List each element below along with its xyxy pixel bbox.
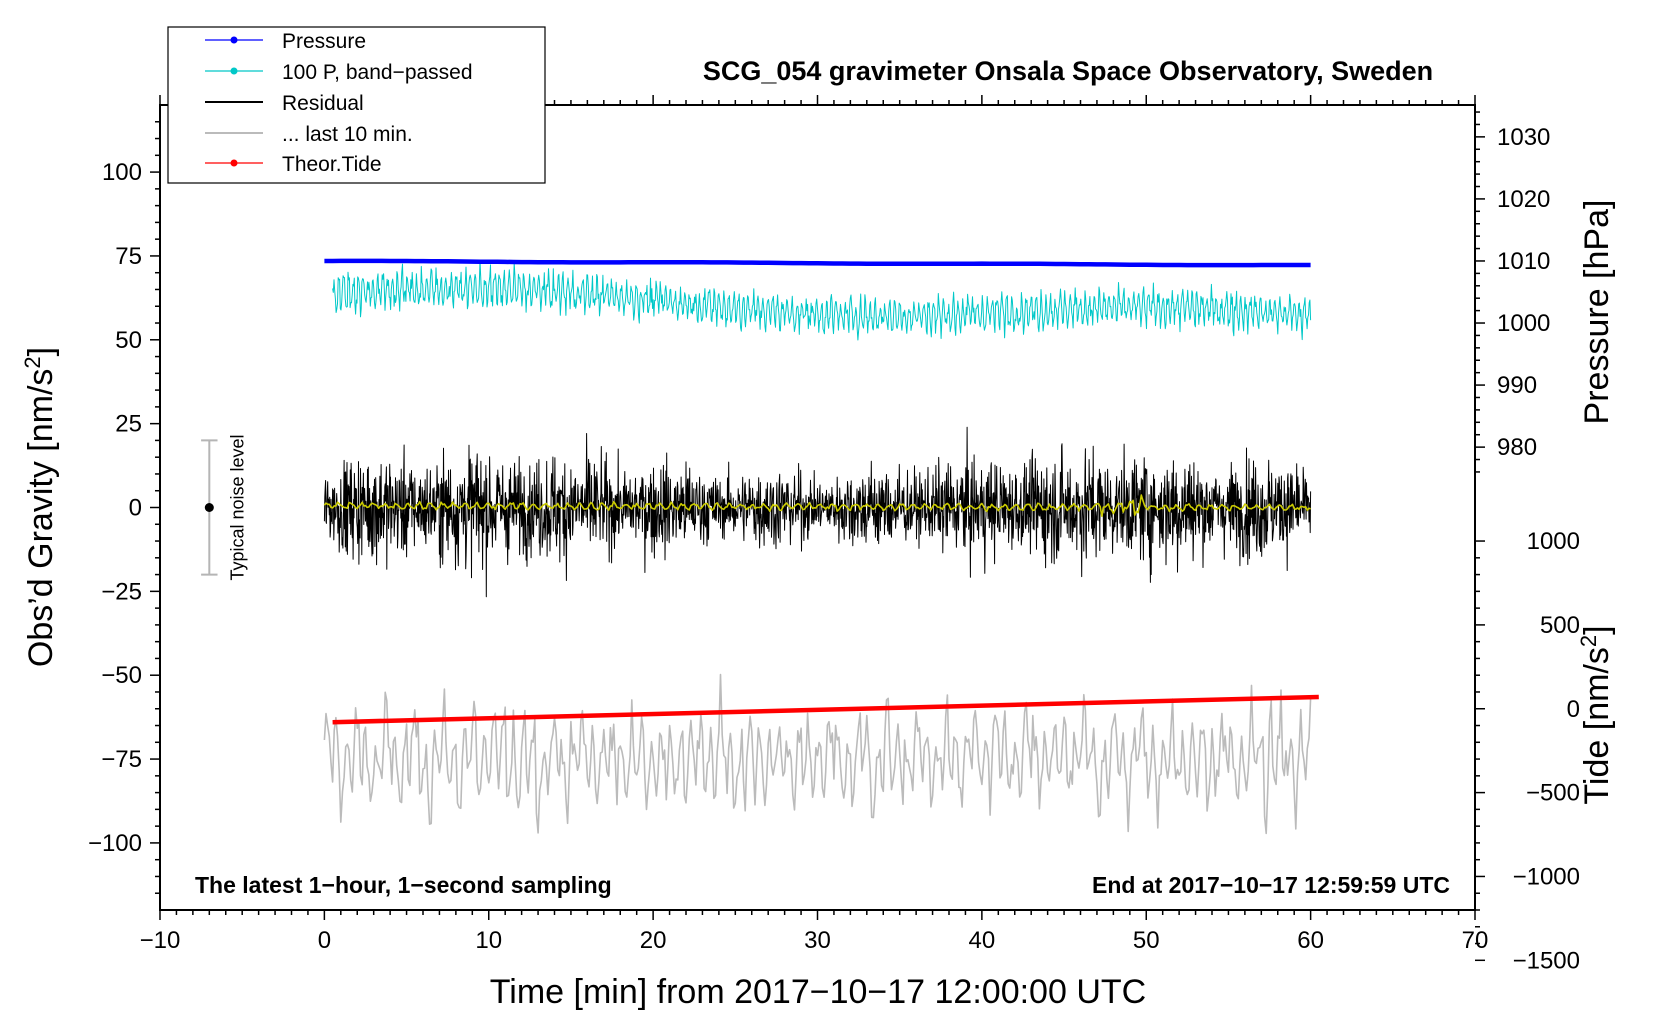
annotation-end-time: End at 2017−10−17 12:59:59 UTC	[1092, 872, 1450, 898]
y-tide-tick-label: −1500	[1513, 947, 1580, 974]
y-axis-tide-title-tail: ]	[1578, 625, 1616, 634]
y-tide-tick-label: −1000	[1513, 863, 1580, 890]
axes-layer: −10 0 10 20 30 40 50 60 701007550250−25−50−75−10…	[88, 95, 1580, 974]
x-tick-label: 40	[969, 927, 996, 954]
legend-marker-pressure	[230, 36, 238, 44]
legend-marker-band-passed	[230, 67, 238, 75]
x-tick-label: 20	[640, 927, 667, 954]
y-axis-tide-title-main: Tide [nm/s	[1578, 647, 1616, 804]
legend-box	[167, 26, 546, 184]
legend-item-residual: Residual	[205, 92, 364, 115]
x-tick-label: 0	[318, 927, 331, 954]
y-axis-left-title: Obs’d Gravity [nm/s2]	[20, 347, 60, 667]
series-band-passed	[332, 259, 1312, 341]
y-tide-tick-label: 0	[1567, 696, 1580, 723]
annotation-sampling: The latest 1−hour, 1−second sampling	[195, 872, 612, 898]
legend-item-last-10-min: ... last 10 min.	[205, 123, 413, 146]
y-tide-tick-label: 500	[1540, 612, 1580, 639]
y-left-tick-label: −50	[101, 662, 142, 689]
x-axis-title: Time [min] from 2017−10−17 12:00:00 UTC	[490, 973, 1146, 1011]
x-tick-label: −10	[140, 927, 181, 954]
noise-level-label: Typical noise level	[227, 434, 247, 580]
series-last-10-min	[323, 673, 1312, 835]
series-theor-tide	[332, 694, 1319, 725]
y-pressure-tick-label: 990	[1497, 372, 1537, 399]
legend-item-band-passed: 100 P, band−passed	[205, 61, 473, 84]
y-left-tick-label: −25	[101, 578, 142, 605]
y-left-tick-label: −100	[88, 830, 142, 857]
x-tick-label: 70	[1462, 927, 1489, 954]
y-axis-tide-title-sup: 2	[1576, 635, 1601, 647]
series-smoothed-residual	[323, 494, 1311, 518]
x-tick-label: 10	[475, 927, 502, 954]
legend-label-pressure: Pressure	[282, 30, 366, 53]
y-tide-tick-label: −500	[1526, 780, 1580, 807]
legend-marker-theor-tide	[230, 159, 238, 167]
y-left-tick-label: 100	[102, 159, 142, 186]
y-left-tick-label: 50	[115, 327, 142, 354]
legend-label-band-passed: 100 P, band−passed	[282, 61, 473, 84]
legend-label-last-10-min: ... last 10 min.	[282, 123, 413, 146]
y-pressure-tick-label: 1000	[1497, 310, 1550, 337]
legend-item-pressure: Pressure	[205, 30, 366, 53]
legend-item-theor-tide: Theor.Tide	[205, 153, 382, 176]
y-left-tick-label: 0	[129, 495, 142, 522]
y-axis-left-title-tail: ]	[22, 347, 60, 356]
y-left-tick-label: 75	[115, 243, 142, 270]
y-pressure-tick-label: 980	[1497, 434, 1537, 461]
y-pressure-tick-label: 1030	[1497, 124, 1550, 151]
noise-level-dot	[204, 503, 214, 512]
y-pressure-tick-label: 1010	[1497, 248, 1550, 275]
x-tick-label: 30	[804, 927, 831, 954]
legend-label-theor-tide: Theor.Tide	[282, 153, 382, 176]
noise-level-indicator: Typical noise level	[201, 434, 247, 581]
x-tick-label: 60	[1297, 927, 1324, 954]
y-tide-tick-label: 1000	[1527, 528, 1580, 555]
series-pressure	[324, 258, 1311, 268]
y-axis-left-title-main: Obs’d Gravity [nm/s	[22, 369, 60, 668]
series-layer	[323, 258, 1319, 835]
y-axis-left-title-sup: 2	[20, 356, 45, 368]
legend: Pressure 100 P, band−passed Residual ...…	[167, 26, 546, 184]
y-axis-tide-title: Tide [nm/s2]	[1576, 625, 1616, 804]
x-tick-label: 50	[1133, 927, 1160, 954]
legend-label-residual: Residual	[282, 92, 364, 115]
y-pressure-tick-label: 1020	[1497, 186, 1550, 213]
y-left-tick-label: −75	[101, 746, 142, 773]
y-axis-pressure-title: Pressure [hPa]	[1578, 200, 1616, 425]
series-residual	[323, 426, 1312, 598]
y-left-tick-label: 25	[115, 411, 142, 438]
chart-title: SCG_054 gravimeter Onsala Space Observat…	[703, 56, 1433, 86]
